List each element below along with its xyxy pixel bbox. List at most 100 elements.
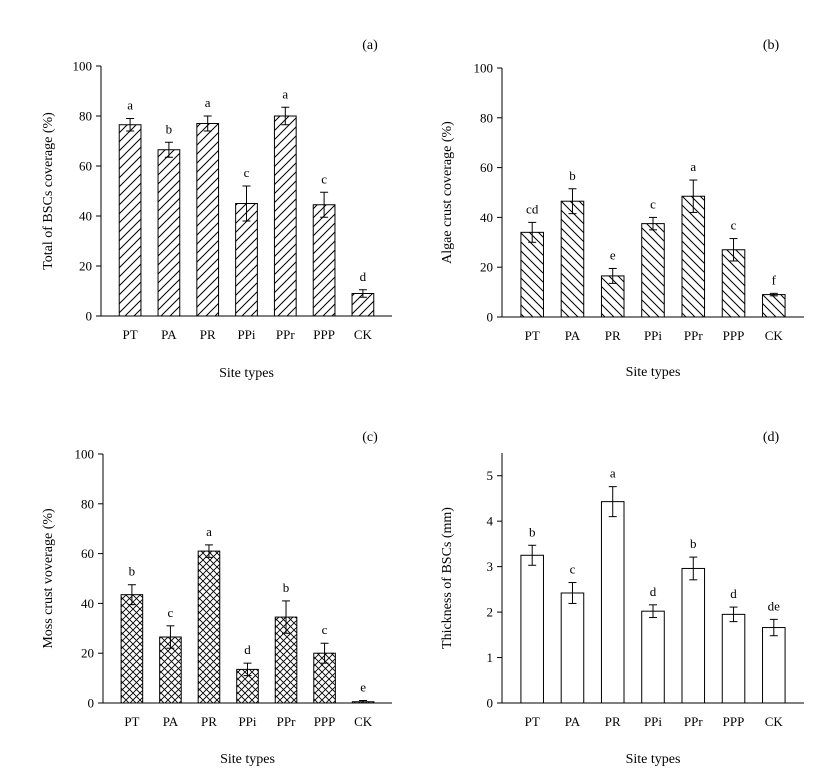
y-tick-label: 1 bbox=[487, 650, 494, 665]
significance-letter: c bbox=[570, 562, 576, 577]
x-tick-label: PPr bbox=[276, 327, 295, 342]
y-tick-label: 100 bbox=[474, 61, 494, 76]
y-tick-label: 80 bbox=[79, 109, 92, 124]
bar bbox=[681, 567, 706, 704]
significance-letter: d bbox=[360, 269, 367, 284]
bar bbox=[762, 294, 786, 318]
significance-letter: cd bbox=[526, 201, 539, 216]
significance-letter: d bbox=[244, 642, 251, 657]
y-tick-label: 80 bbox=[81, 496, 94, 511]
significance-letter: c bbox=[322, 622, 328, 637]
y-tick-label: 40 bbox=[79, 209, 92, 224]
significance-letter: c bbox=[244, 165, 250, 180]
bar bbox=[560, 592, 585, 704]
x-tick-label: PT bbox=[525, 714, 540, 729]
significance-letter: c bbox=[650, 196, 656, 211]
panel-label: (c) bbox=[362, 430, 378, 445]
bar bbox=[641, 223, 665, 318]
y-tick-label: 20 bbox=[79, 259, 92, 274]
x-tick-label: PPP bbox=[314, 714, 336, 729]
significance-letter: a bbox=[610, 466, 616, 481]
x-axis-title: Site types bbox=[626, 752, 681, 767]
significance-letter: b bbox=[690, 536, 697, 551]
x-tick-label: CK bbox=[354, 327, 373, 342]
x-tick-label: PPi bbox=[644, 328, 662, 343]
bar bbox=[157, 149, 181, 317]
x-axis-title: Site types bbox=[220, 752, 275, 767]
significance-letter: b bbox=[283, 580, 290, 595]
significance-letter: a bbox=[205, 95, 211, 110]
significance-letter: c bbox=[168, 605, 174, 620]
bar bbox=[762, 627, 786, 704]
panel-b: 0 20 40 60 80 100 cd PT b PA e PR c PPi a PPr c PPP f CK (b)… bbox=[440, 38, 804, 380]
y-tick-label: 100 bbox=[73, 59, 93, 74]
significance-letter: f bbox=[772, 272, 777, 287]
y-tick-label: 0 bbox=[86, 309, 93, 324]
x-tick-label: PPi bbox=[238, 714, 256, 729]
bar bbox=[118, 124, 142, 317]
significance-letter: a bbox=[127, 98, 133, 113]
significance-letter: a bbox=[282, 86, 288, 101]
x-tick-label: PA bbox=[565, 328, 581, 343]
x-tick-label: CK bbox=[765, 714, 784, 729]
panel-c: 0 20 40 60 80 100 b PT c PA a PR d PPi b PPr c PPP e CK (c) S… bbox=[41, 430, 392, 767]
y-axis-title: Algae crust coverage (%) bbox=[440, 121, 455, 264]
y-tick-label: 0 bbox=[88, 696, 95, 711]
x-tick-label: PA bbox=[163, 714, 179, 729]
bar bbox=[721, 613, 746, 704]
y-axis-title: Thickness of BSCs (mm) bbox=[440, 507, 455, 649]
bar bbox=[273, 115, 297, 317]
y-axis-title: Total of BSCs coverage (%) bbox=[41, 112, 56, 270]
x-tick-label: PPr bbox=[277, 714, 296, 729]
x-tick-label: PR bbox=[605, 714, 621, 729]
y-tick-label: 40 bbox=[81, 596, 94, 611]
y-tick-label: 80 bbox=[480, 110, 493, 125]
significance-letter: b bbox=[166, 121, 173, 136]
y-tick-label: 2 bbox=[487, 605, 494, 620]
bar bbox=[641, 610, 665, 704]
significance-letter: b bbox=[569, 168, 576, 183]
x-tick-label: PPP bbox=[723, 328, 745, 343]
bar bbox=[560, 200, 585, 318]
y-axis-title: Moss crust voverage (%) bbox=[41, 508, 56, 649]
significance-letter: c bbox=[321, 171, 327, 186]
bar bbox=[520, 554, 544, 704]
y-tick-label: 3 bbox=[487, 559, 494, 574]
y-tick-label: 60 bbox=[79, 159, 92, 174]
x-tick-label: PR bbox=[201, 714, 217, 729]
y-tick-label: 20 bbox=[480, 260, 493, 275]
significance-letter: b bbox=[529, 524, 536, 539]
bar bbox=[197, 550, 221, 704]
y-tick-label: 0 bbox=[487, 696, 494, 711]
x-tick-label: PPP bbox=[723, 714, 745, 729]
panel-label: (b) bbox=[763, 38, 780, 53]
bar bbox=[312, 204, 336, 317]
x-tick-label: PT bbox=[525, 328, 540, 343]
significance-letter: d bbox=[730, 586, 737, 601]
bar bbox=[196, 123, 220, 317]
x-tick-label: PPr bbox=[684, 714, 703, 729]
x-tick-label: PT bbox=[123, 327, 138, 342]
y-tick-label: 60 bbox=[480, 160, 493, 175]
significance-letter: a bbox=[206, 524, 212, 539]
significance-letter: e bbox=[610, 247, 616, 262]
significance-letter: a bbox=[690, 159, 696, 174]
x-tick-label: CK bbox=[765, 328, 784, 343]
bar bbox=[520, 231, 544, 318]
x-tick-label: PPP bbox=[313, 327, 335, 342]
panel-label: (a) bbox=[362, 38, 378, 53]
panel-a: 0 20 40 60 80 100 a PT b PA a PR c PPi a PPr c PPP d CK (a) S… bbox=[41, 38, 392, 381]
x-tick-label: PR bbox=[200, 327, 216, 342]
x-tick-label: PA bbox=[565, 714, 581, 729]
significance-letter: d bbox=[650, 584, 657, 599]
y-tick-label: 20 bbox=[81, 646, 94, 661]
bar bbox=[600, 501, 625, 704]
y-tick-label: 40 bbox=[480, 210, 493, 225]
x-tick-label: PA bbox=[161, 327, 177, 342]
significance-letter: de bbox=[768, 598, 781, 613]
x-axis-title: Site types bbox=[219, 366, 274, 381]
y-tick-label: 60 bbox=[81, 546, 94, 561]
panel-d: 0 1 2 3 4 5 b PT c PA a PR d PPi b PPr d PPP de CK (d) Site t… bbox=[440, 430, 804, 767]
x-tick-label: PR bbox=[605, 328, 621, 343]
